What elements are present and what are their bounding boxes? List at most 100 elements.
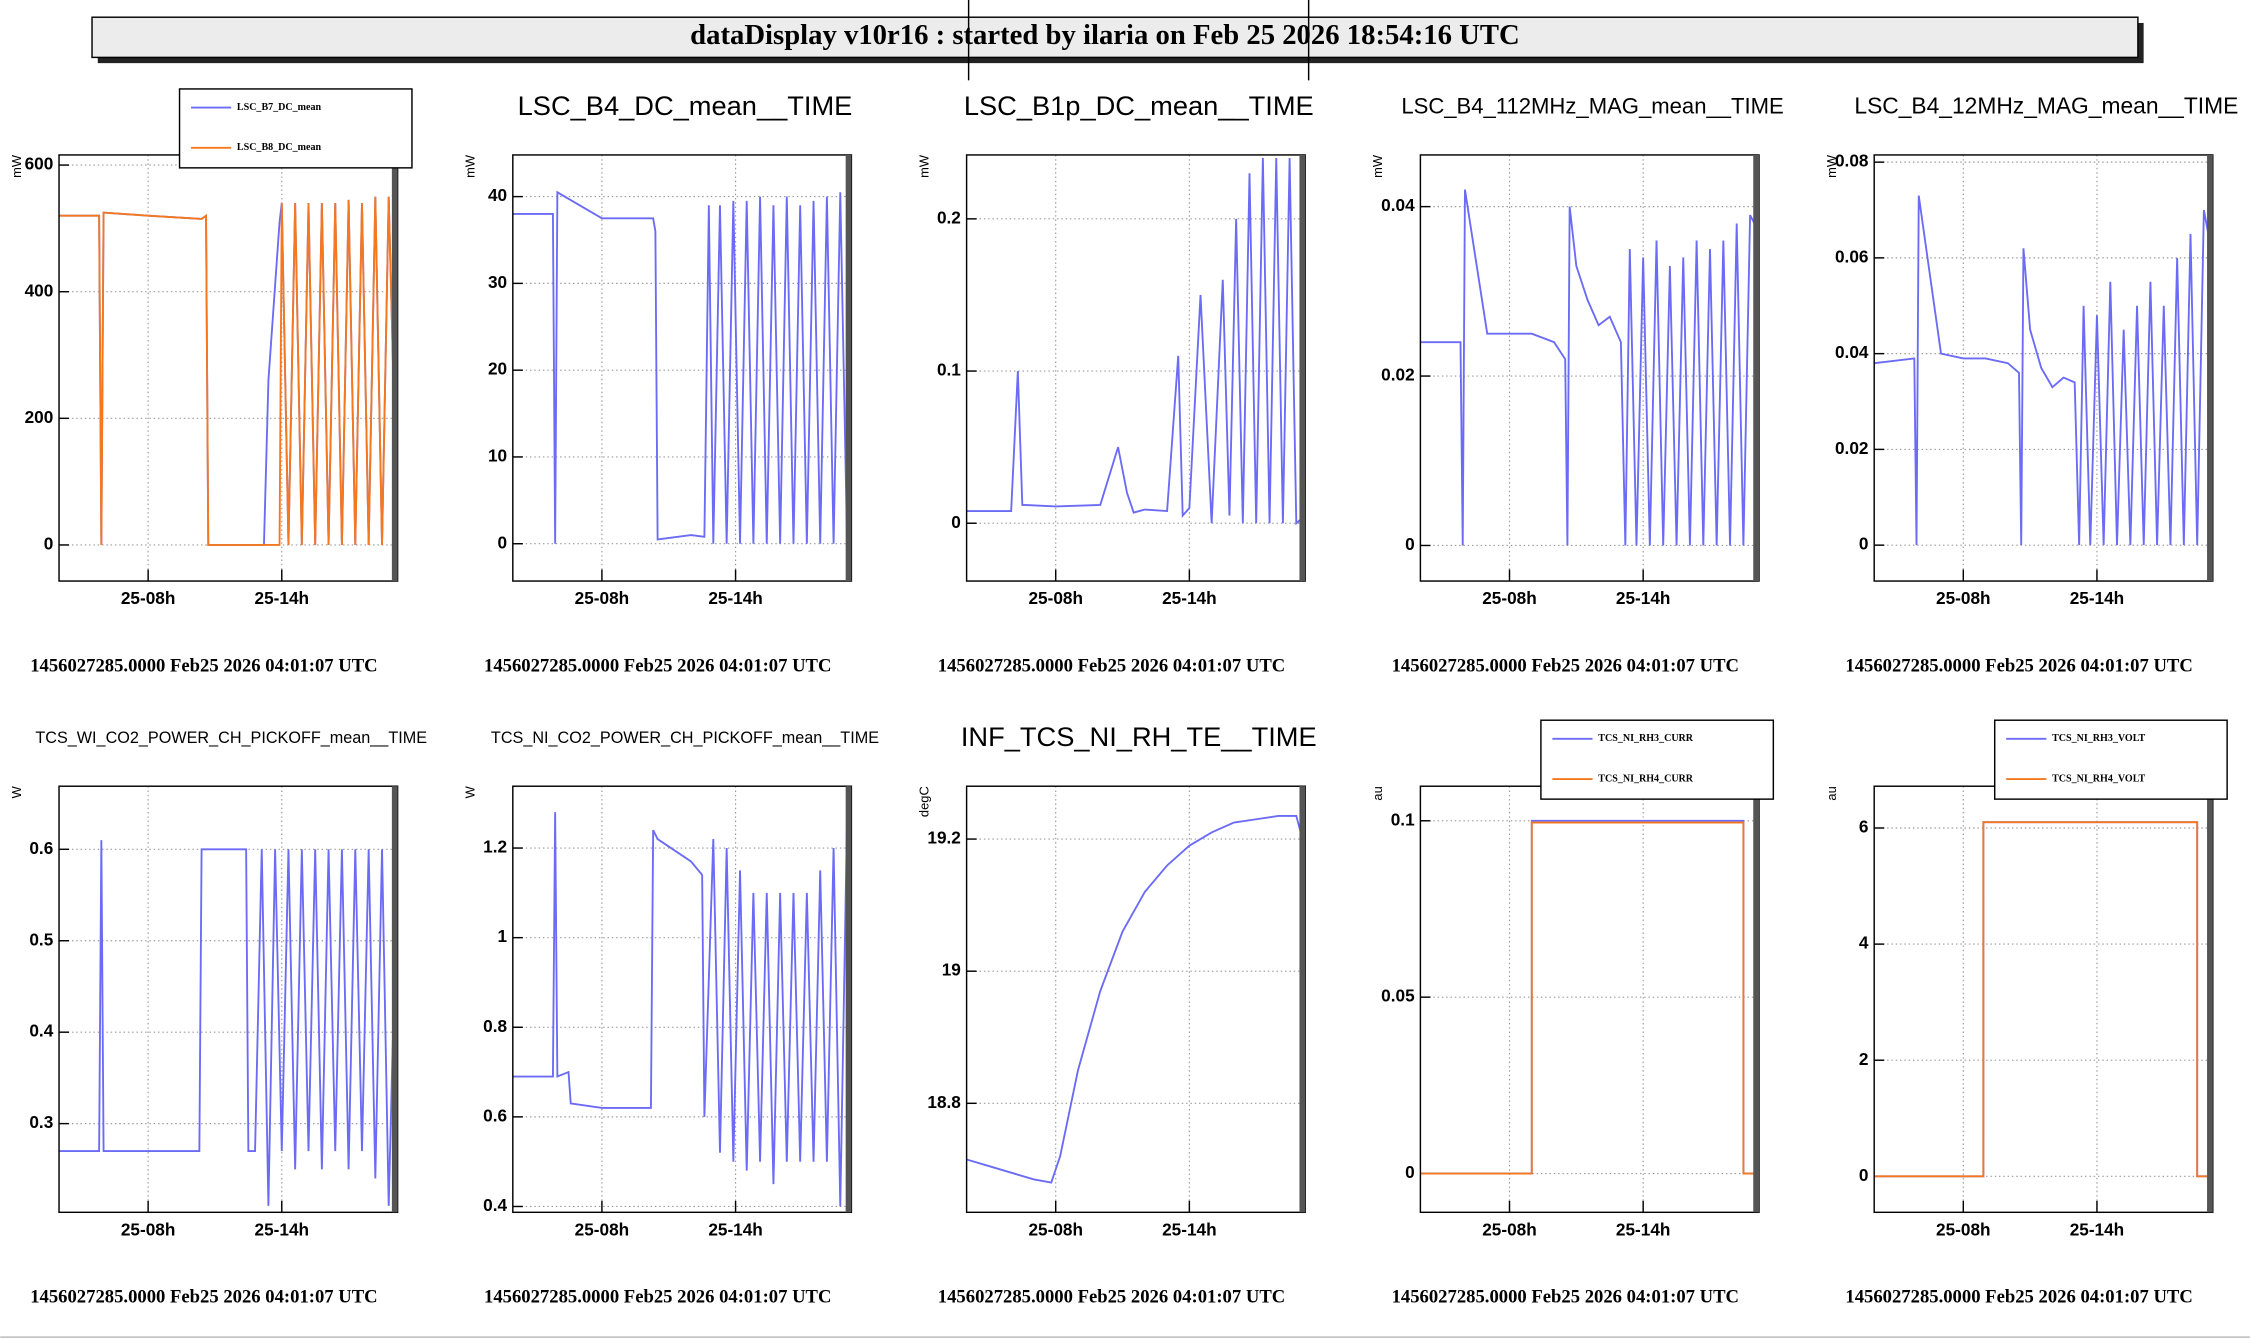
footer-text: 1456027285.0000 Feb25 2026 04:01:07 UTC — [484, 655, 831, 676]
y-tick-label: 4 — [1859, 933, 1869, 953]
plot-frame — [965, 154, 1306, 582]
y-tick-label: 0.08 — [1835, 151, 1869, 171]
x-tick-label: 25-08h — [121, 1220, 176, 1240]
y-tick-label: 0.5 — [29, 929, 53, 949]
plot-edge — [1753, 786, 1759, 1213]
y-tick-label: 0.2 — [937, 207, 961, 227]
y-tick-label: 18.8 — [927, 1092, 961, 1112]
legend-box — [1540, 719, 1775, 800]
y-tick-label: 10 — [488, 445, 507, 465]
series-line — [512, 812, 852, 1207]
legend-label: TCS_NI_RH3_CURR — [1598, 733, 1694, 744]
x-tick-label: 25-14h — [1616, 588, 1671, 608]
x-tick-label: 25-14h — [2070, 1220, 2125, 1240]
x-tick-label: 25-14h — [255, 1220, 310, 1240]
chart-panel: 0 200 400 600 25-08h 25-14h mW LSC_B7_DC_mean LS… — [9, 88, 413, 676]
chart-title: LSC_B4_12MHz_MAG_mean__TIME — [1854, 93, 2238, 119]
legend-label: LSC_B8_DC_mean — [237, 142, 322, 153]
x-tick-label: 25-08h — [1936, 1220, 1991, 1240]
footer-text: 1456027285.0000 Feb25 2026 04:01:07 UTC — [30, 655, 377, 676]
y-axis-label: degC — [916, 786, 931, 817]
plot-data — [966, 157, 1306, 526]
series-line — [966, 157, 1306, 526]
y-tick-label: 40 — [488, 185, 507, 205]
y-tick-label: 19 — [942, 960, 961, 980]
y-axis-label: W — [9, 785, 24, 798]
y-tick-label: 0.04 — [1835, 342, 1869, 362]
x-tick-label: 25-14h — [2070, 588, 2125, 608]
y-tick-label: 0 — [498, 532, 508, 552]
chart-title: LSC_B4_DC_mean__TIME — [518, 90, 853, 121]
y-axis-label: au — [1824, 786, 1839, 800]
plot-data — [59, 196, 398, 546]
plot-edge — [845, 154, 852, 582]
y-tick-label: 1.2 — [483, 837, 507, 857]
series-line — [1874, 195, 2213, 546]
x-tick-label: 25-08h — [1936, 588, 1991, 608]
header-title: dataDisplay v10r16 : started by ilaria o… — [690, 19, 1520, 51]
y-tick-label: 0.04 — [1381, 195, 1415, 215]
plot-edge — [2207, 786, 2213, 1213]
plot-frame — [965, 785, 1306, 1214]
y-tick-label: 0 — [44, 534, 54, 554]
plot-edge — [845, 786, 852, 1213]
legend-label: TCS_NI_RH4_VOLT — [2052, 773, 2145, 784]
y-tick-label: 0.06 — [1835, 246, 1868, 266]
x-tick-label: 25-08h — [1028, 1220, 1083, 1240]
series-line — [1874, 821, 2213, 1178]
chart-panel: 0 0.02 0.04 0.06 0.08 25-08h 25-14h mW LSC_B4_12… — [1824, 93, 2238, 677]
chart-panel: 0 0.05 0.1 25-08h 25-14h au TCS_NI_RH3_CURR TCS… — [1370, 719, 1775, 1308]
chart-panel: 18.8 19 19.2 25-08h 25-14h degC INF_TCS_NI_RH_… — [916, 721, 1316, 1308]
legend-label: TCS_NI_RH4_CURR — [1598, 773, 1694, 784]
series-line — [1420, 189, 1759, 546]
y-tick-label: 0.02 — [1381, 365, 1414, 385]
plot-data — [512, 812, 852, 1207]
y-tick-label: 6 — [1859, 817, 1869, 837]
chart-panel: 0 0.02 0.04 25-08h 25-14h mW LSC_B4_112MHz_MAG… — [1370, 93, 1784, 676]
y-tick-label: 0.02 — [1835, 438, 1868, 458]
plot-edge — [1753, 154, 1759, 582]
footer-text: 1456027285.0000 Feb25 2026 04:01:07 UTC — [1392, 1287, 1739, 1308]
chart-title: LSC_B1p_DC_mean__TIME — [964, 90, 1314, 121]
y-tick-label: 0.05 — [1381, 986, 1415, 1006]
plot-data — [512, 190, 852, 544]
x-tick-label: 25-08h — [1482, 588, 1537, 608]
chart-panel: 0.4 0.6 0.8 1 1.2 25-08h 25-14h W TCS_NI_CO2_POW… — [463, 729, 880, 1308]
y-tick-label: 1 — [498, 926, 508, 946]
legend-label: LSC_B7_DC_mean — [237, 102, 322, 113]
y-tick-label: 0 — [1859, 534, 1869, 554]
y-tick-label: 0.1 — [1391, 809, 1415, 829]
chart-title: TCS_WI_CO2_POWER_CH_PICKOFF_mean__TIME — [35, 729, 427, 747]
y-axis-label: au — [1370, 786, 1385, 800]
footer-text: 1456027285.0000 Feb25 2026 04:01:07 UTC — [1392, 655, 1739, 676]
plot-data — [1420, 819, 1759, 1175]
y-tick-label: 19.2 — [927, 828, 960, 848]
y-tick-label: 30 — [488, 272, 507, 292]
chart-title: INF_TCS_NI_RH_TE__TIME — [961, 721, 1317, 752]
y-tick-label: 0.6 — [483, 1105, 507, 1125]
y-axis-label: mW — [9, 154, 24, 178]
y-tick-label: 600 — [25, 154, 54, 174]
plot-data — [1420, 189, 1759, 546]
y-tick-label: 0.6 — [29, 838, 53, 858]
x-tick-label: 25-08h — [1028, 588, 1083, 608]
legend-box — [178, 88, 413, 169]
y-axis-label: W — [463, 785, 478, 798]
chart-title: TCS_NI_CO2_POWER_CH_PICKOFF_mean__TIME — [491, 729, 879, 747]
x-tick-label: 25-08h — [575, 588, 630, 608]
y-tick-label: 0.4 — [29, 1021, 53, 1041]
y-tick-label: 0.8 — [483, 1016, 507, 1036]
y-tick-label: 0 — [1405, 1162, 1415, 1182]
footer-text: 1456027285.0000 Feb25 2026 04:01:07 UTC — [1845, 655, 2192, 676]
footer-text: 1456027285.0000 Feb25 2026 04:01:07 UTC — [1845, 1287, 2192, 1308]
y-tick-label: 0.1 — [937, 360, 961, 380]
y-tick-label: 20 — [488, 359, 507, 379]
y-tick-label: 0 — [1405, 534, 1415, 554]
plot-edge — [2207, 154, 2213, 582]
header-box — [91, 16, 2139, 59]
x-tick-label: 25-14h — [1616, 1220, 1671, 1240]
y-tick-label: 400 — [25, 280, 54, 300]
plot-data — [966, 815, 1306, 1184]
series-line — [59, 840, 398, 1206]
